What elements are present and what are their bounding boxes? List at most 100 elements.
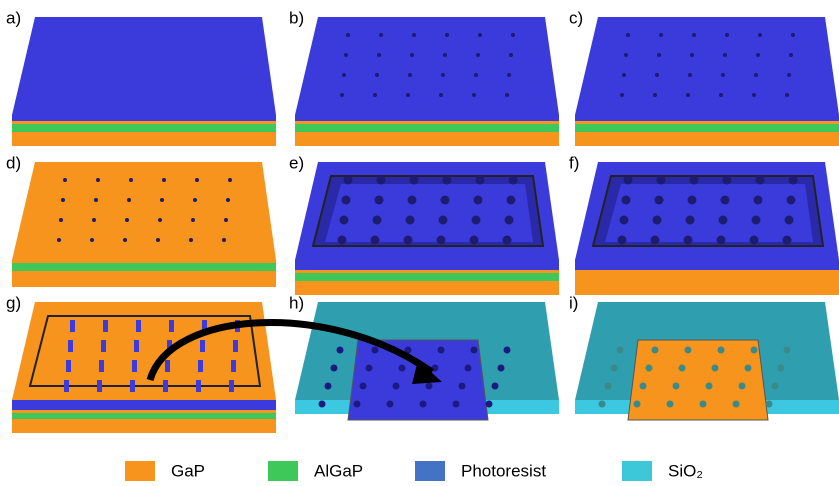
hole	[441, 196, 450, 205]
layer	[575, 121, 839, 124]
hole	[338, 236, 347, 245]
hole	[509, 53, 513, 57]
legend-label: SiO₂	[668, 461, 703, 480]
layer	[575, 124, 839, 132]
hole	[412, 33, 416, 37]
hole	[690, 176, 699, 185]
hole	[785, 216, 794, 225]
hole	[96, 178, 100, 182]
layer	[295, 270, 559, 273]
hole	[620, 216, 629, 225]
hole	[667, 401, 674, 408]
hole	[653, 216, 662, 225]
hole	[640, 383, 647, 390]
hole	[404, 236, 413, 245]
hole	[723, 176, 732, 185]
hole	[655, 73, 659, 77]
hole	[652, 347, 659, 354]
hole	[325, 383, 332, 390]
hole	[160, 198, 164, 202]
pillar	[66, 360, 71, 372]
hole	[366, 365, 373, 372]
layer	[12, 132, 276, 146]
hole	[719, 216, 728, 225]
hole	[57, 238, 61, 242]
hole	[723, 53, 727, 57]
hole	[756, 53, 760, 57]
hole	[679, 365, 686, 372]
hole	[470, 236, 479, 245]
hole	[189, 238, 193, 242]
pillar	[198, 360, 203, 372]
panel: b)	[289, 8, 559, 146]
hole	[751, 347, 758, 354]
panel-label: g)	[6, 293, 21, 312]
layer	[12, 271, 276, 287]
hole	[505, 93, 509, 97]
panel: d)	[6, 153, 276, 287]
panel: h)	[289, 293, 559, 420]
hole	[346, 33, 350, 37]
hole	[620, 93, 624, 97]
hole	[337, 347, 344, 354]
hole	[646, 365, 653, 372]
hole	[371, 236, 380, 245]
panel-label: b)	[289, 8, 304, 27]
hole	[685, 347, 692, 354]
hole	[789, 176, 798, 185]
pillar	[70, 320, 75, 332]
hole	[624, 176, 633, 185]
legend-swatch	[415, 461, 445, 481]
inner-top	[325, 184, 533, 242]
hole	[673, 383, 680, 390]
hole	[459, 383, 466, 390]
hole	[438, 347, 445, 354]
hole	[659, 33, 663, 37]
pillar	[231, 360, 236, 372]
hole	[511, 33, 515, 37]
pillar	[233, 340, 238, 352]
inner-top	[605, 184, 813, 242]
legend-swatch	[268, 461, 298, 481]
layer	[295, 281, 559, 295]
chip	[628, 340, 768, 420]
hole	[224, 218, 228, 222]
hole	[784, 347, 791, 354]
hole	[129, 178, 133, 182]
panel: i)	[569, 293, 839, 420]
hole	[700, 401, 707, 408]
hole	[375, 196, 384, 205]
pillar	[101, 340, 106, 352]
hole	[617, 347, 624, 354]
hole	[406, 93, 410, 97]
pillar	[64, 380, 69, 392]
pillar	[196, 380, 201, 392]
hole	[340, 93, 344, 97]
hole	[373, 216, 382, 225]
pillar	[163, 380, 168, 392]
hole	[717, 236, 726, 245]
figure: a)b)c)d)e)f)g)h)i)GaPAlGaPPhotoresistSiO…	[0, 0, 839, 486]
hole	[655, 196, 664, 205]
hole	[651, 236, 660, 245]
hole	[191, 218, 195, 222]
hole	[344, 176, 353, 185]
top-face	[575, 17, 839, 115]
hole	[226, 198, 230, 202]
hole	[92, 218, 96, 222]
hole	[340, 216, 349, 225]
layer	[575, 281, 839, 295]
layer	[12, 260, 276, 263]
hole	[408, 73, 412, 77]
hole	[690, 53, 694, 57]
hole	[653, 93, 657, 97]
hole	[123, 238, 127, 242]
hole	[478, 33, 482, 37]
hole	[752, 216, 761, 225]
pillar	[103, 320, 108, 332]
hole	[626, 33, 630, 37]
hole	[688, 196, 697, 205]
hole	[634, 401, 641, 408]
hole	[195, 178, 199, 182]
layer	[12, 263, 276, 271]
